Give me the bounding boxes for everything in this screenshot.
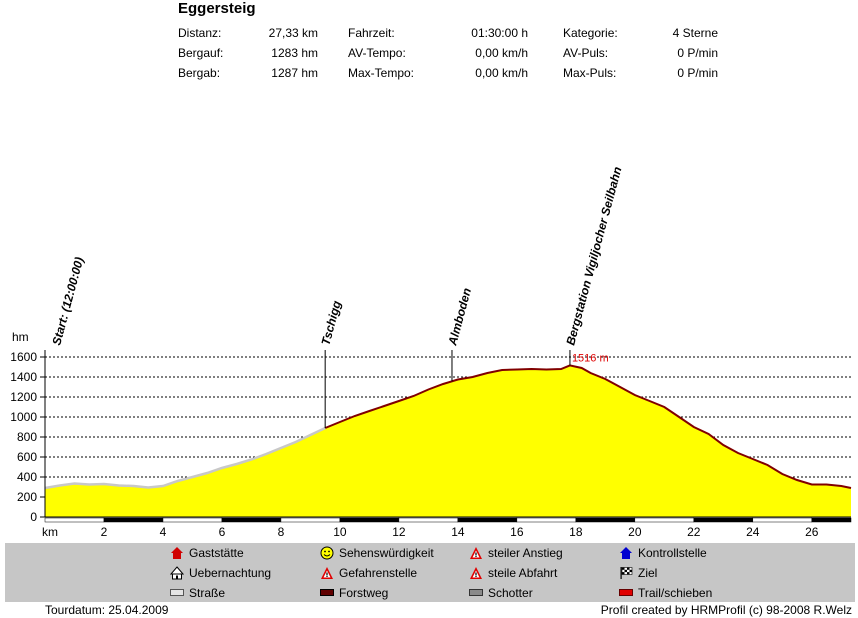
x-tick-label: 8 [278,525,285,539]
x-tick-label: 12 [392,525,406,539]
stat-value: 0 P/min [677,46,718,60]
road-profile-line [44,426,326,490]
house-blue-icon [620,547,632,559]
stat-label: Max-Puls: [563,66,617,80]
x-tick-label: 14 [451,525,465,539]
y-tick-label: 0 [30,510,37,524]
stat-label: Fahrzeit: [348,26,395,40]
house-red-icon [171,547,183,559]
x-tick-label: 24 [746,525,760,539]
surface-bar-segment [398,517,459,523]
x-tick-label: 6 [219,525,226,539]
stat-label: Max-Tempo: [348,66,415,80]
stat-value: 1287 hm [271,66,318,80]
stat-value: 4 Sterne [672,26,718,40]
y-tick-label: 200 [17,490,37,504]
stat-value: 0 P/min [677,66,718,80]
finish-flag-icon [620,567,633,579]
stat-label: Bergauf: [178,46,224,60]
swatch-gray-icon [469,589,483,596]
y-tick-label: 800 [17,430,37,444]
legend-label: steile Abfahrt [488,566,558,580]
x-tick-label: 18 [569,525,583,539]
y-tick-label: 600 [17,450,37,464]
stat-label: Kategorie: [563,26,618,40]
elevation-area [45,365,851,517]
smiley-icon [320,546,334,560]
x-tick-label: 4 [160,525,167,539]
swatch-red-icon [619,589,633,596]
waypoint-label: Tschigg [319,299,344,347]
max-elevation-label: 1516 m [572,352,609,364]
y-tick-label: 1000 [10,410,37,424]
y-tick-label: 400 [17,470,37,484]
warning-triangle-icon [470,547,482,559]
surface-bar-segment [634,517,695,523]
x-axis-ticks: 2 4 6 8 10 12 14 16 18 20 22 24 26 [101,525,819,539]
legend-label: Ziel [638,566,658,580]
surface-bar-segment [457,517,518,523]
surface-bar-segment [752,517,813,523]
legend: Gaststätte Sehenswürdigkeit steiler Anst… [5,543,855,602]
surface-bar-segment [280,517,341,523]
surface-bar-segment [811,517,852,523]
waypoint-label: Almboden [445,286,474,347]
forest-road-profile-line [324,364,852,489]
y-axis-label: hm [12,330,29,344]
y-tick-label: 1400 [10,370,37,384]
legend-label: Straße [189,586,226,600]
surface-bar [44,355,852,523]
credit-line: Profil created by HRMProfil (c) 98-2008 … [600,603,852,617]
legend-label: Kontrollstelle [638,546,707,560]
warning-triangle-icon [470,567,482,579]
surface-bar-segment [221,517,282,523]
warning-triangle-icon [321,567,333,579]
x-axis-label: km [42,525,58,539]
surface-bar-segment [516,517,577,523]
tour-title: Eggersteig [178,0,256,17]
waypoint-label: Bergstation Vigiljocher Seilbahn [563,165,624,347]
surface-bar-segment [44,517,105,523]
legend-label: Forstweg [339,586,389,600]
waypoint-label: Start: (12:00:00) [49,256,86,347]
legend-label: steiler Anstieg [488,546,563,560]
surface-bar-segment [339,517,400,523]
surface-bar-segment [575,517,636,523]
stat-value: 1283 hm [271,46,318,60]
x-tick-label: 22 [687,525,701,539]
stat-value: 0,00 km/h [475,46,528,60]
legend-label: Uebernachtung [189,566,272,580]
x-tick-label: 16 [510,525,524,539]
swatch-lightgray-icon [170,589,184,596]
legend-label: Sehenswürdigkeit [339,546,434,560]
y-tick-label: 1200 [10,390,37,404]
swatch-darkred-icon [320,589,334,596]
x-tick-label: 2 [101,525,108,539]
stat-label: AV-Puls: [563,46,609,60]
surface-bar-segment [162,517,223,523]
hut-icon [170,566,184,580]
x-tick-label: 26 [805,525,819,539]
x-tick-label: 20 [628,525,642,539]
tour-date: Tourdatum: 25.04.2009 [45,603,169,617]
stat-value: 01:30:00 h [471,26,528,40]
y-axis-ticks: 0 200 400 600 800 1000 1200 1400 1600 [10,350,45,524]
y-tick-label: 1600 [10,350,37,364]
legend-label: Gaststätte [189,546,244,560]
legend-label: Gefahrenstelle [339,566,418,580]
legend-label: Schotter [488,586,533,600]
x-tick-label: 10 [333,525,347,539]
surface-bar-segment [103,517,164,523]
legend-label: Trail/schieben [638,586,713,600]
stat-value: 0,00 km/h [475,66,528,80]
stat-value: 27,33 km [268,26,318,40]
stat-label: AV-Tempo: [348,46,406,60]
stat-label: Distanz: [178,26,222,40]
stat-label: Bergab: [178,66,221,80]
surface-bar-segment [693,517,754,523]
